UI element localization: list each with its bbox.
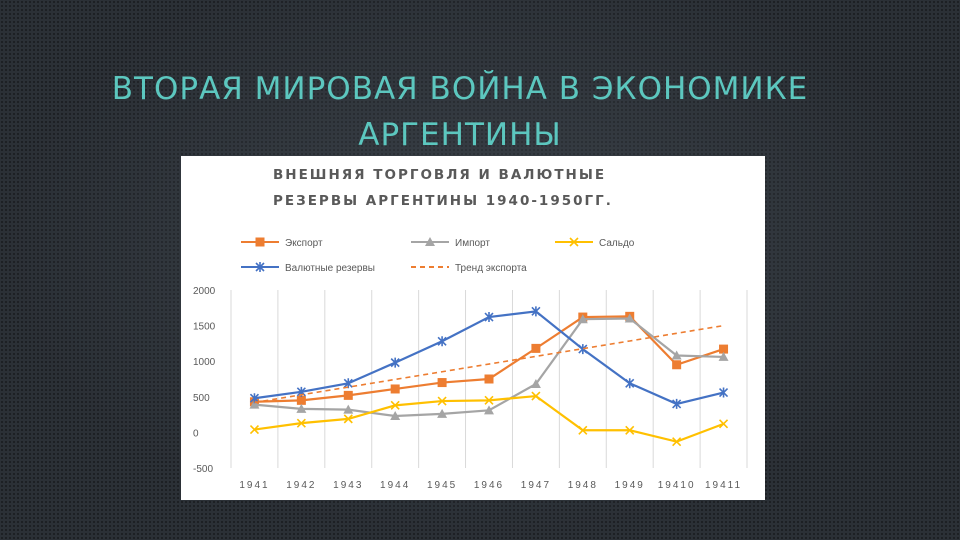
- series-2: [249, 391, 729, 447]
- data-point-marker: [484, 374, 494, 384]
- data-point-marker: [569, 237, 579, 247]
- data-point-marker: [672, 437, 682, 447]
- data-point-marker: [296, 418, 306, 428]
- data-point-marker: [437, 378, 447, 388]
- legend-item: Сальдо: [555, 237, 635, 249]
- data-point-marker: [390, 384, 400, 394]
- legend: Экспорт Импорт Сальдо Валютные резервы Тренд…: [241, 237, 635, 274]
- data-point-marker: [531, 391, 541, 401]
- y-tick-label: -500: [193, 464, 213, 475]
- data-point-marker: [437, 408, 448, 418]
- data-point-marker: [437, 336, 447, 347]
- legend-item: Импорт: [411, 237, 490, 249]
- data-point-marker: [671, 350, 682, 360]
- data-point-marker: [255, 262, 265, 272]
- data-point-marker: [249, 393, 260, 404]
- data-point-marker: [672, 398, 682, 409]
- data-point-marker: [484, 405, 494, 415]
- data-point-marker: [578, 344, 588, 355]
- data-point-marker: [343, 414, 353, 424]
- x-tick-label: 1942: [286, 480, 316, 491]
- data-point-marker: [343, 390, 353, 400]
- data-point-marker: [343, 378, 353, 389]
- slide-title-line-1: ВТОРАЯ МИРОВАЯ ВОЙНА В ЭКОНОМИКЕ: [111, 71, 809, 107]
- data-point-marker: [296, 395, 306, 405]
- data-point-marker: [718, 351, 729, 361]
- legend-label: Тренд экспорта: [455, 263, 527, 274]
- x-tick-label: 19410: [658, 480, 696, 491]
- y-tick-label: 1000: [193, 357, 216, 368]
- x-tick-label: 1944: [380, 480, 410, 491]
- data-point-marker: [718, 419, 729, 429]
- legend-item: Валютные резервы: [241, 262, 375, 274]
- x-tick-label: 1946: [474, 480, 504, 491]
- legend-item: Экспорт: [241, 237, 323, 249]
- series-1: [249, 313, 729, 421]
- data-point-marker: [249, 399, 260, 409]
- chart-container: ВНЕШНЯЯ ТОРГОВЛЯ И ВАЛЮТНЫЕ РЕЗЕРВЫ АРГЕ…: [181, 156, 765, 500]
- data-point-marker: [672, 360, 682, 370]
- y-tick-label: 1500: [193, 322, 216, 333]
- x-axis-ticks: 1941 1942 1943 1944 1945 1946 1947 1948 1949 1941…: [239, 480, 742, 491]
- data-point-marker: [343, 404, 354, 414]
- y-tick-label: 500: [193, 393, 210, 404]
- data-point-marker: [390, 400, 400, 410]
- y-tick-label: 0: [193, 428, 199, 439]
- chart-title-line-1: ВНЕШНЯЯ ТОРГОВЛЯ И ВАЛЮТНЫЕ: [273, 167, 607, 183]
- grid-lines: [230, 290, 748, 468]
- data-point-marker: [255, 237, 265, 247]
- series-line: [254, 324, 724, 404]
- x-tick-label: 1943: [333, 480, 363, 491]
- data-point-marker: [437, 396, 447, 406]
- data-point-marker: [531, 306, 541, 317]
- data-point-marker: [390, 411, 401, 421]
- slide-title: ВТОРАЯ МИРОВАЯ ВОЙНА В ЭКОНОМИКЕ АРГЕНТИ…: [0, 66, 920, 158]
- chart-title-line-2: РЕЗЕРВЫ АРГЕНТИНЫ 1940-1950ГГ.: [273, 193, 613, 209]
- y-axis-ticks: 2000 1500 1000 500 0 -500: [193, 286, 216, 475]
- x-tick-label: 1941: [239, 480, 269, 491]
- data-point-marker: [624, 313, 635, 323]
- data-point-marker: [625, 378, 635, 389]
- data-point-marker: [390, 357, 400, 368]
- legend-label: Импорт: [455, 238, 490, 249]
- data-point-marker: [578, 425, 588, 435]
- series-0: [249, 311, 729, 407]
- x-tick-label: 1947: [521, 480, 551, 491]
- data-point-marker: [719, 344, 729, 354]
- chart-title: ВНЕШНЯЯ ТОРГОВЛЯ И ВАЛЮТНЫЕ РЕЗЕРВЫ АРГЕ…: [273, 162, 743, 214]
- data-point-marker: [625, 425, 635, 435]
- data-point-marker: [484, 312, 494, 323]
- legend-label: Валютные резервы: [285, 263, 375, 274]
- y-tick-label: 2000: [193, 286, 216, 297]
- data-point-marker: [577, 314, 588, 324]
- data-point-marker: [296, 403, 307, 413]
- x-tick-label: 19411: [705, 480, 742, 491]
- legend-label: Сальдо: [599, 238, 635, 249]
- line-chart: Экспорт Импорт Сальдо Валютные резервы Тренд…: [193, 237, 748, 491]
- series-4: [254, 324, 724, 404]
- x-tick-label: 1948: [568, 480, 598, 491]
- data-point-marker: [484, 395, 494, 405]
- legend-label: Экспорт: [285, 238, 323, 249]
- series-3: [249, 306, 729, 409]
- series-group: [249, 306, 729, 447]
- data-point-marker: [531, 343, 541, 353]
- data-point-marker: [425, 237, 435, 246]
- x-tick-label: 1945: [427, 480, 457, 491]
- data-point-marker: [718, 387, 729, 398]
- slide-title-line-2: АРГЕНТИНЫ: [358, 117, 562, 153]
- data-point-marker: [530, 378, 541, 388]
- data-point-marker: [249, 424, 260, 435]
- legend-item: Тренд экспорта: [411, 263, 527, 274]
- x-tick-label: 1949: [615, 480, 645, 491]
